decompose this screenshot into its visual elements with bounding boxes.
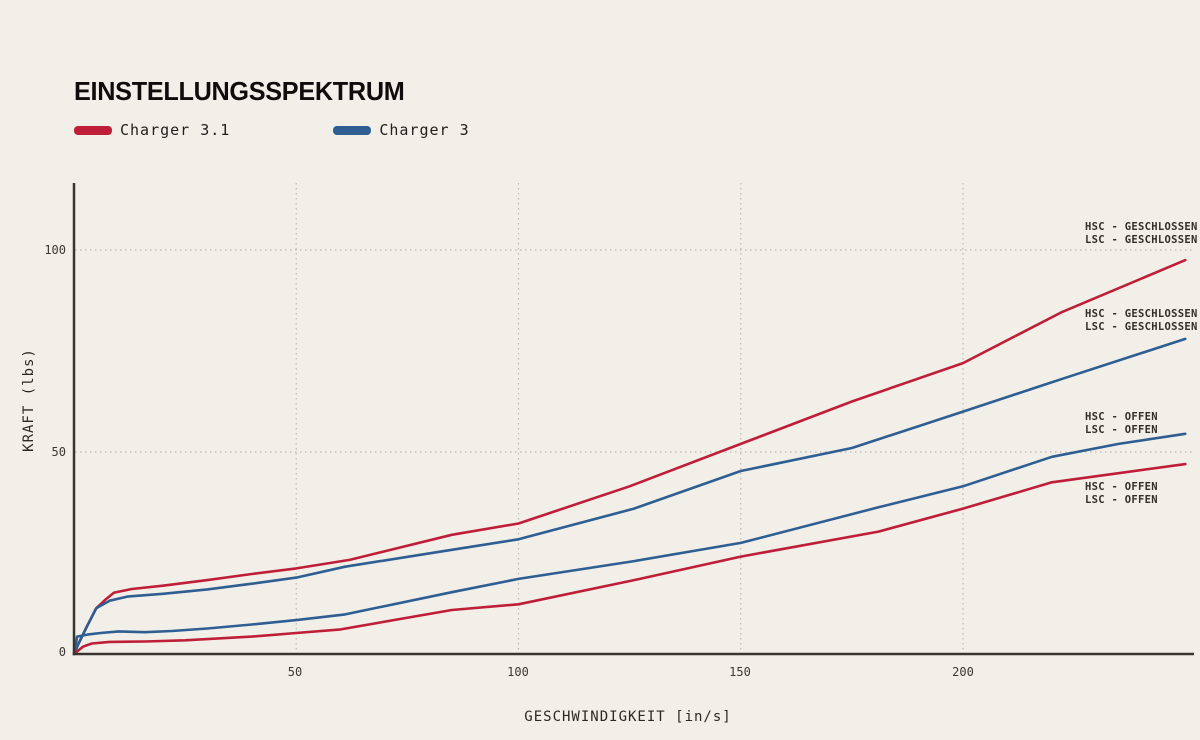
- curve-2-charger-3: [72, 432, 1187, 656]
- legend: Charger 3.1 Charger 3: [74, 121, 470, 139]
- legend-item-charger-3: Charger 3: [333, 121, 469, 139]
- legend-label: Charger 3.1: [120, 121, 231, 139]
- annotation-blue-open: HSC - OFFEN LSC - OFFEN: [1085, 411, 1158, 436]
- annotation-red-closed: HSC - GESCHLOSSEN LSC - GESCHLOSSEN: [1085, 221, 1198, 246]
- legend-label: Charger 3: [379, 121, 470, 139]
- y-tick-100: 100: [44, 243, 66, 257]
- legend-swatch-red: [74, 125, 112, 135]
- y-tick-0: 0: [58, 645, 66, 659]
- curve-3-charger-3-1: [72, 462, 1187, 656]
- curve-0-charger-3-1: [72, 258, 1187, 656]
- x-tick-150: 150: [729, 665, 751, 679]
- data-series: [72, 258, 1187, 656]
- chart-title: EINSTELLUNGSSPEKTRUM: [74, 76, 405, 106]
- x-tick-100: 100: [507, 665, 529, 679]
- y-tick-50: 50: [51, 445, 66, 459]
- curve-1-charger-3: [72, 337, 1187, 656]
- x-axis-title: GESCHWINDIGKEIT [in/s]: [524, 709, 732, 725]
- x-tick-200: 200: [952, 665, 974, 679]
- axes: [72, 183, 1194, 656]
- y-axis-title: KRAFT (lbs): [21, 348, 37, 452]
- gridlines: [75, 183, 1194, 653]
- legend-swatch-blue: [333, 125, 372, 135]
- x-tick-50: 50: [287, 665, 303, 679]
- annotation-red-open: HSC - OFFEN LSC - OFFEN: [1085, 481, 1158, 506]
- annotation-blue-closed: HSC - GESCHLOSSEN LSC - GESCHLOSSEN: [1085, 308, 1198, 333]
- legend-item-charger-3-1: Charger 3.1: [74, 121, 230, 139]
